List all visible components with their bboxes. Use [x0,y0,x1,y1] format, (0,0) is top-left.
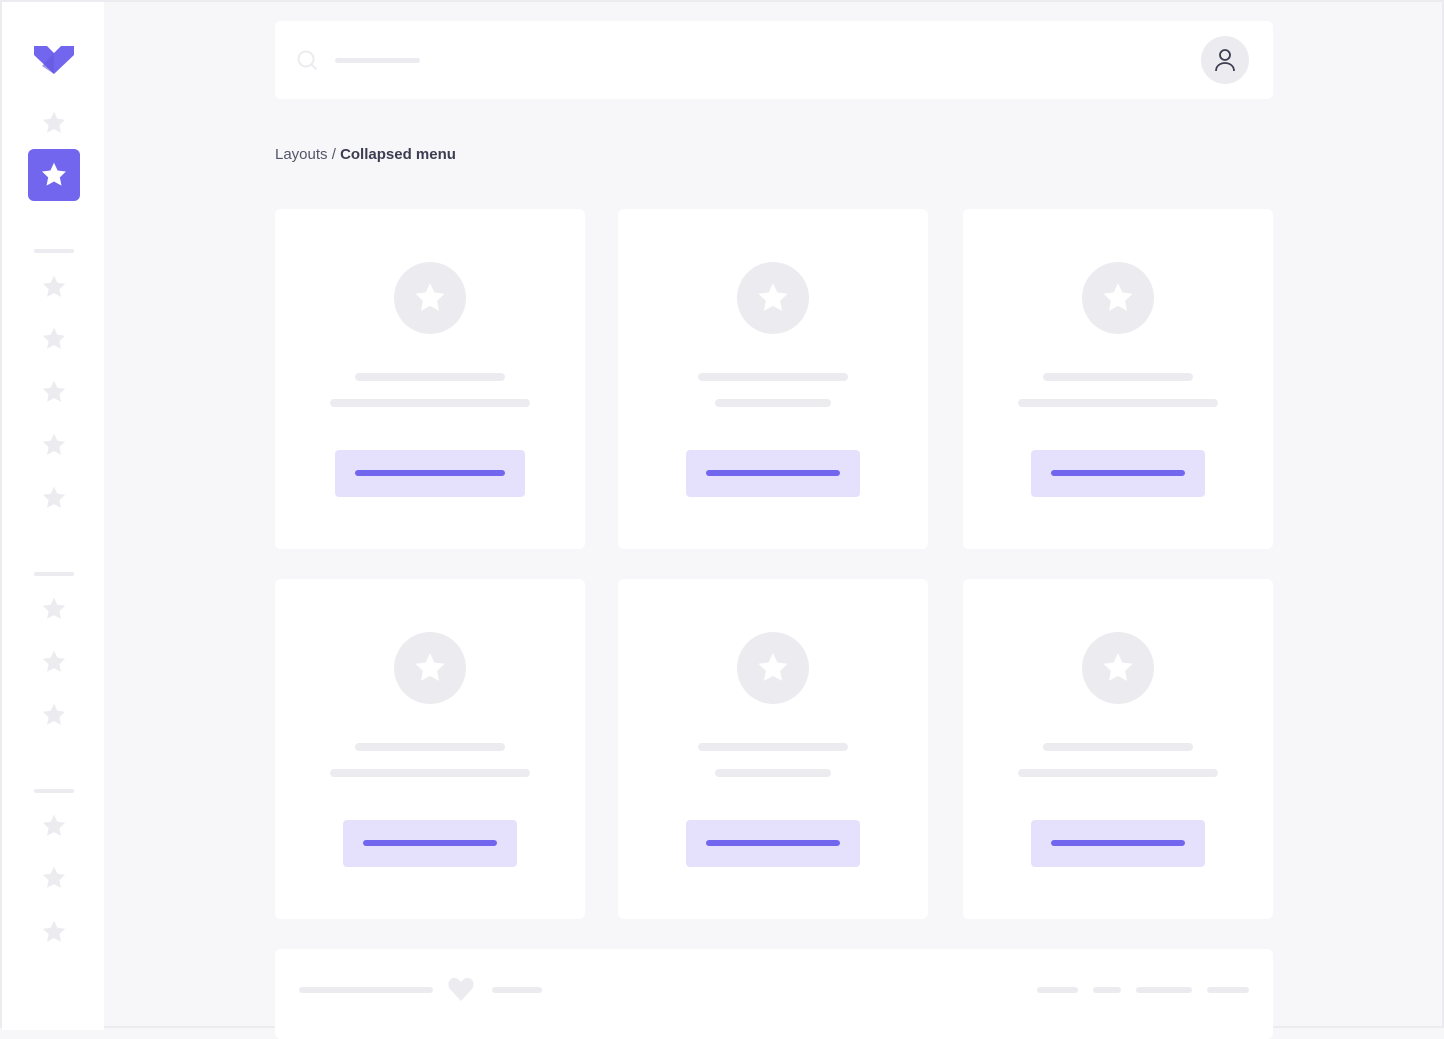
card-button[interactable] [1031,450,1205,497]
footer-text [492,987,542,993]
card [618,579,928,919]
footer-link[interactable] [1037,987,1078,993]
card-button-label [706,840,840,846]
card-subtitle [715,399,831,407]
card-avatar [1082,632,1154,704]
footer [275,949,1273,1039]
card-subtitle [1018,399,1218,407]
sidebar-item[interactable] [41,274,67,300]
star-icon [758,653,788,681]
sidebar-item[interactable] [41,326,67,352]
star-icon [42,920,66,942]
card-title [698,743,848,751]
star-icon [1103,283,1133,311]
sidebar-item[interactable] [41,485,67,511]
sidebar-item[interactable] [41,110,67,136]
card-button[interactable] [686,450,860,497]
sidebar [2,2,104,1030]
card [963,579,1273,919]
footer-text [299,987,433,993]
card-title [355,373,505,381]
star-icon [42,433,66,455]
card-title [698,373,848,381]
breadcrumb-current: Collapsed menu [340,146,456,163]
sidebar-divider [34,789,74,793]
card-title [355,743,505,751]
sidebar-item-active[interactable] [28,149,80,201]
card [963,209,1273,549]
search-icon[interactable] [297,50,319,72]
sidebar-item[interactable] [41,649,67,675]
sidebar-item[interactable] [41,379,67,405]
footer-link[interactable] [1136,987,1192,993]
card-button[interactable] [335,450,525,497]
card-avatar [737,262,809,334]
heart-icon [448,977,474,1001]
sidebar-item[interactable] [41,432,67,458]
sidebar-divider [34,249,74,253]
star-icon [42,486,66,508]
star-icon [1103,653,1133,681]
breadcrumb-separator: / [327,146,341,163]
footer-link[interactable] [1093,987,1121,993]
card [275,579,585,919]
star-icon [42,814,66,836]
star-icon [42,380,66,402]
star-icon [42,703,66,725]
logo-icon[interactable] [34,46,74,74]
card [618,209,928,549]
card-button-label [363,840,497,846]
star-icon [42,597,66,619]
card-subtitle [1018,769,1218,777]
card-avatar [394,632,466,704]
card-button-label [1051,470,1185,476]
card-avatar [737,632,809,704]
breadcrumb-parent[interactable]: Layouts [275,146,328,163]
card-button[interactable] [686,820,860,867]
sidebar-item[interactable] [41,919,67,945]
card-button[interactable] [1031,820,1205,867]
sidebar-item[interactable] [41,865,67,891]
star-icon [42,650,66,672]
footer-link[interactable] [1207,987,1249,993]
card-subtitle [715,769,831,777]
star-icon [41,162,67,186]
card-button-label [355,470,505,476]
sidebar-divider [34,572,74,576]
card-subtitle [330,399,530,407]
star-icon [758,283,788,311]
user-avatar-button[interactable] [1201,36,1249,84]
star-icon [415,653,445,681]
breadcrumb: Layouts / Collapsed menu [275,146,456,163]
top-header [275,21,1273,99]
card-button-label [1051,840,1185,846]
sidebar-item[interactable] [41,596,67,622]
card-button[interactable] [343,820,517,867]
star-icon [415,283,445,311]
sidebar-item[interactable] [41,702,67,728]
star-icon [42,866,66,888]
user-icon [1215,49,1235,72]
card-title [1043,373,1193,381]
card-title [1043,743,1193,751]
card-avatar [394,262,466,334]
star-icon [42,327,66,349]
card-avatar [1082,262,1154,334]
search-input[interactable] [335,58,420,63]
sidebar-item[interactable] [41,813,67,839]
card [275,209,585,549]
card-subtitle [330,769,530,777]
card-button-label [706,470,840,476]
star-icon [42,111,66,133]
star-icon [42,275,66,297]
